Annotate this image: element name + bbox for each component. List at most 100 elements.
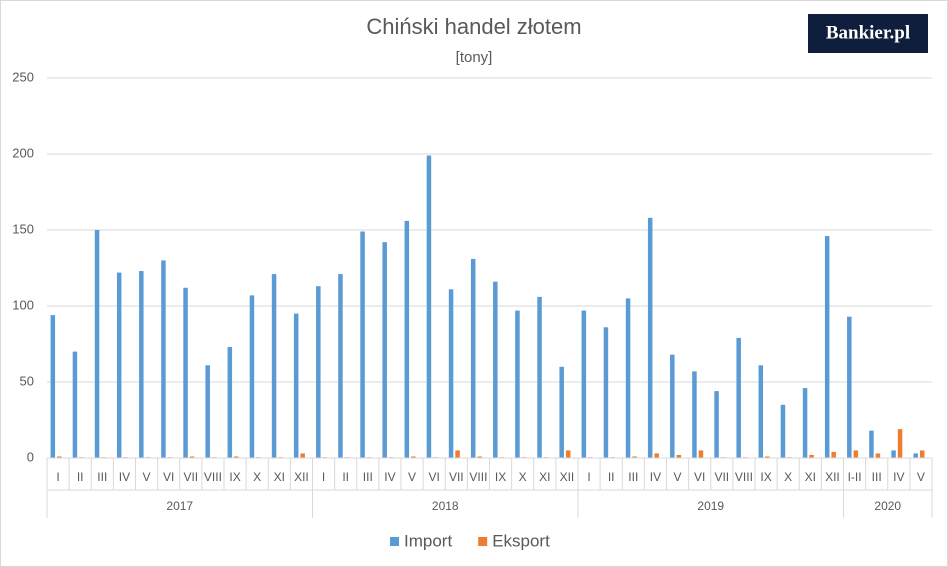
y-tick-label: 50 <box>20 373 34 388</box>
bar <box>234 456 239 458</box>
y-tick-label: 150 <box>12 221 34 236</box>
chart-subtitle: [tony] <box>456 49 493 66</box>
y-tick-label: 200 <box>12 145 34 160</box>
bar <box>831 451 836 458</box>
x-tick-label: VII <box>449 470 464 484</box>
x-group-label: 2017 <box>166 499 193 513</box>
bar <box>116 272 122 458</box>
x-tick-label: X <box>784 470 792 484</box>
bar <box>780 404 786 458</box>
x-tick-label: IX <box>229 470 240 484</box>
x-tick-label: III <box>872 470 882 484</box>
x-tick-label: II <box>77 470 84 484</box>
bar <box>50 315 56 458</box>
bar <box>758 365 764 458</box>
x-tick-label: VIII <box>735 470 753 484</box>
x-tick-label: V <box>674 470 682 484</box>
bar <box>360 231 365 458</box>
bar <box>411 456 416 458</box>
bar <box>559 366 564 458</box>
x-tick-label: IV <box>384 470 395 484</box>
x-tick-label: I <box>587 470 590 484</box>
bar <box>875 453 881 458</box>
bar <box>271 274 277 458</box>
x-tick-label: IV <box>119 470 130 484</box>
bar <box>293 313 299 458</box>
bar <box>470 258 476 458</box>
bar <box>249 295 255 458</box>
y-tick-label: 250 <box>12 69 34 84</box>
bar <box>676 454 682 458</box>
x-tick-label: III <box>628 470 638 484</box>
bar <box>625 298 631 458</box>
x-tick-label: XII <box>825 470 840 484</box>
x-tick-label: IV <box>650 470 661 484</box>
bar <box>161 260 166 458</box>
x-tick-label: XI <box>274 470 285 484</box>
x-tick-label: I <box>56 470 59 484</box>
bar <box>382 242 387 458</box>
x-tick-label: I <box>322 470 325 484</box>
bar <box>227 347 233 458</box>
x-tick-label: VIII <box>204 470 222 484</box>
bar <box>426 155 432 458</box>
bar <box>493 281 498 458</box>
bar <box>189 456 195 458</box>
bar <box>183 287 188 458</box>
legend-label: Import <box>404 531 452 550</box>
x-tick-label: IX <box>495 470 506 484</box>
bar <box>692 371 697 458</box>
x-group-label: 2019 <box>697 499 724 513</box>
x-tick-label: XI <box>805 470 816 484</box>
bar <box>632 456 637 458</box>
bar <box>824 236 830 458</box>
bar <box>654 453 659 458</box>
bar <box>670 354 675 458</box>
x-tick-label: V <box>917 470 925 484</box>
bar <box>891 450 896 458</box>
bar <box>455 450 460 458</box>
x-tick-label: VI <box>163 470 174 484</box>
x-tick-label: X <box>519 470 527 484</box>
x-tick-label: XII <box>560 470 575 484</box>
bar <box>205 365 210 458</box>
bar <box>714 391 719 458</box>
legend-swatch <box>478 537 488 546</box>
x-tick-label: VIII <box>469 470 487 484</box>
x-tick-label: V <box>143 470 151 484</box>
x-tick-label: I-II <box>848 470 862 484</box>
bar <box>913 453 918 458</box>
bar <box>809 454 814 458</box>
bar <box>581 310 587 458</box>
bar <box>72 351 78 458</box>
bar <box>515 310 520 458</box>
chart-title: Chiński handel złotem <box>366 14 581 39</box>
bar <box>802 388 808 458</box>
x-tick-label: III <box>97 470 107 484</box>
x-tick-label: III <box>363 470 373 484</box>
bar <box>765 456 770 458</box>
bar <box>300 453 305 458</box>
x-tick-label: IV <box>893 470 904 484</box>
bar <box>565 450 571 458</box>
logo-box <box>808 14 928 53</box>
x-tick-label: VII <box>714 470 729 484</box>
bar <box>897 429 903 458</box>
bar <box>919 450 925 458</box>
bar <box>603 327 609 458</box>
x-tick-label: II <box>342 470 349 484</box>
x-group-label: 2020 <box>874 499 901 513</box>
x-tick-label: VI <box>429 470 440 484</box>
bar <box>316 286 321 458</box>
bar <box>94 230 100 458</box>
logo: Bankier.pl <box>826 22 910 43</box>
bar <box>869 430 874 458</box>
bar <box>537 296 542 458</box>
x-tick-label: XII <box>294 470 309 484</box>
x-group-label: 2018 <box>432 499 459 513</box>
legend-swatch <box>390 537 399 546</box>
bar <box>698 450 704 458</box>
bar <box>847 316 852 458</box>
x-tick-label: II <box>608 470 615 484</box>
